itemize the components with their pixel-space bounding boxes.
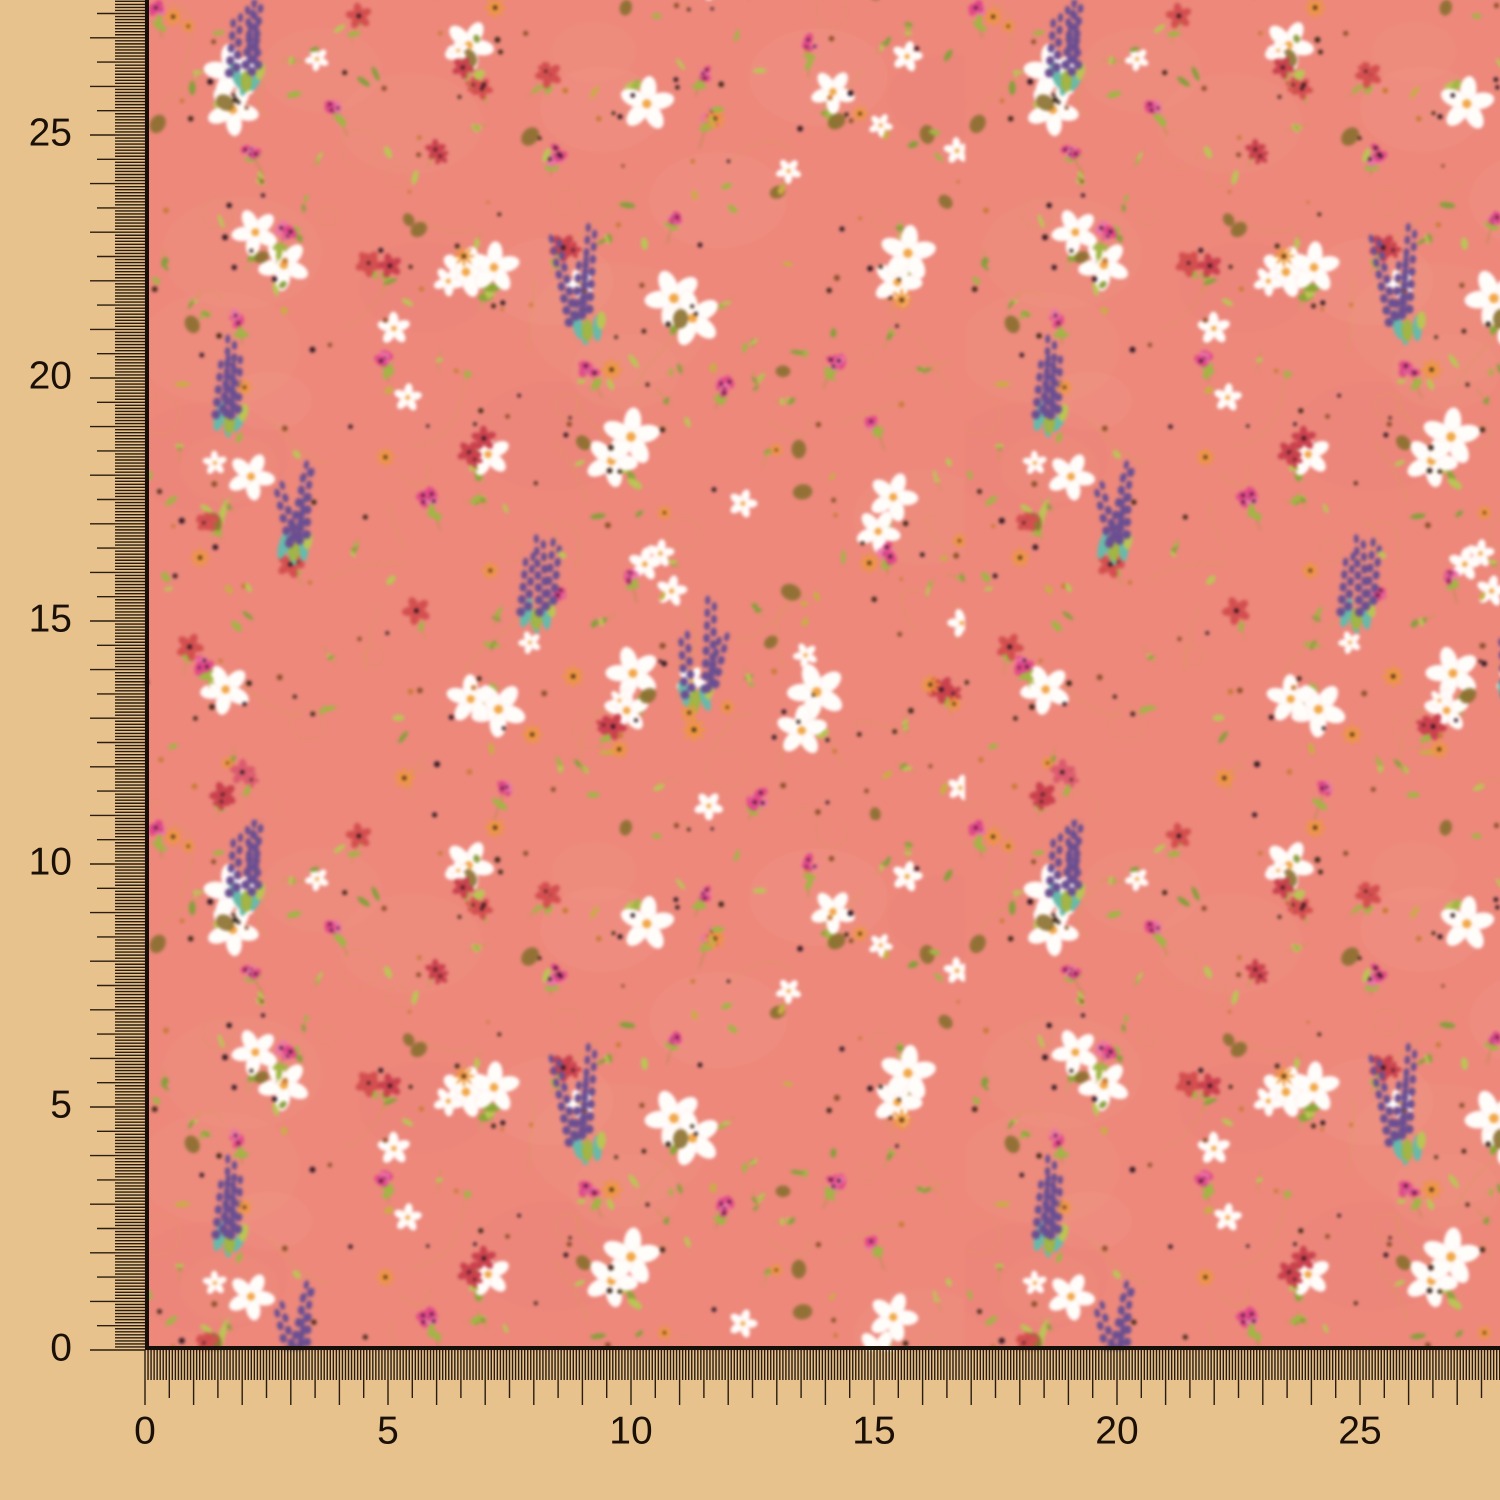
svg-text:0: 0 <box>50 1326 72 1369</box>
svg-text:25: 25 <box>1338 1409 1381 1452</box>
svg-text:10: 10 <box>609 1409 652 1452</box>
svg-text:10: 10 <box>29 840 72 883</box>
svg-text:25: 25 <box>29 111 72 154</box>
svg-text:15: 15 <box>29 597 72 640</box>
svg-text:20: 20 <box>29 354 72 397</box>
svg-text:15: 15 <box>852 1409 895 1452</box>
svg-text:5: 5 <box>377 1409 399 1452</box>
svg-text:20: 20 <box>1095 1409 1138 1452</box>
svg-text:0: 0 <box>134 1409 156 1452</box>
svg-text:5: 5 <box>50 1083 72 1126</box>
